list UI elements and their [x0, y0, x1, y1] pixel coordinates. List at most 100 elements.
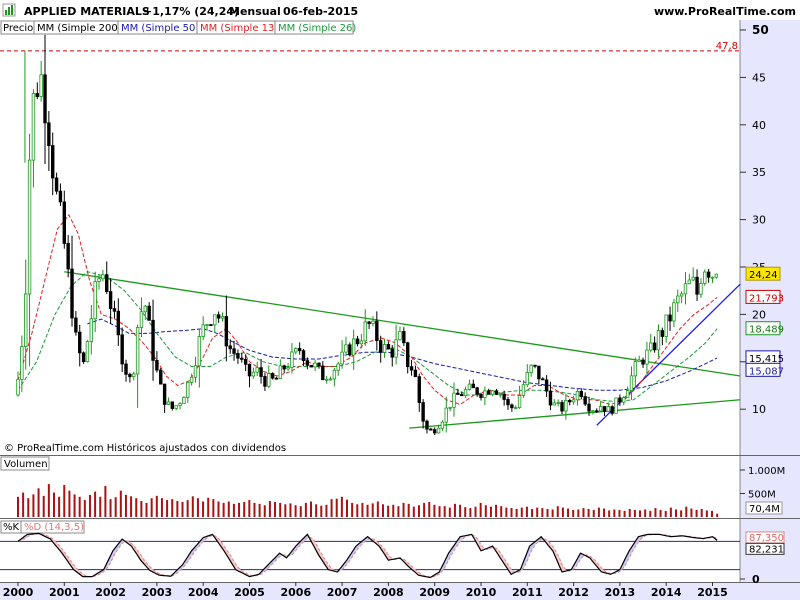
legend-ma26[interactable]: MM (Simple 26)	[278, 23, 356, 34]
candle-body	[521, 384, 526, 396]
price-tag-value: 18,489	[749, 325, 784, 336]
volume-bar	[561, 507, 564, 517]
stoch-k-label: %K	[3, 522, 20, 533]
stoch-fill	[559, 558, 563, 572]
volume-bar	[474, 506, 477, 517]
candle-body	[143, 305, 148, 313]
legend-ma50[interactable]: MM (Simple 50)	[121, 23, 199, 34]
candle-body	[475, 387, 479, 395]
candle-body	[548, 390, 553, 406]
stoch-fill	[219, 539, 222, 548]
volume-bar	[597, 507, 600, 517]
candle-body	[595, 410, 599, 413]
volume-bar	[710, 510, 713, 517]
volume-panel[interactable]	[0, 457, 740, 517]
stoch-fill	[110, 550, 113, 563]
stoch-fill	[346, 556, 350, 565]
candle-body	[47, 122, 51, 146]
candle-body	[583, 396, 587, 405]
price-tag-bg	[745, 321, 781, 336]
candle-body	[456, 392, 460, 395]
stoch-d-value: 87,350	[749, 533, 784, 544]
stoch-fill	[265, 564, 269, 571]
stoch-fill	[596, 562, 600, 570]
stoch-fill	[638, 536, 641, 542]
stoch-fill	[580, 553, 583, 560]
candle-body	[105, 274, 109, 292]
stoch-fill	[446, 553, 449, 565]
candle-body	[660, 330, 665, 337]
candle-body	[93, 281, 97, 320]
candle-body	[479, 393, 483, 398]
year-label: 2008	[373, 586, 404, 599]
volume-bar	[263, 505, 266, 517]
date-label: 06-feb-2015	[283, 5, 358, 18]
moving-averages	[17, 213, 718, 406]
volume-bar	[572, 509, 575, 517]
candle-body	[429, 428, 433, 431]
site-link[interactable]: www.ProRealTime.com	[654, 5, 796, 18]
volume-bar	[248, 500, 251, 517]
volume-bar	[310, 501, 313, 517]
candle-body	[151, 319, 155, 361]
stoch-fill	[578, 553, 581, 564]
legend-price[interactable]: Precio	[3, 23, 33, 34]
volume-bar	[232, 503, 235, 517]
stoch-fill	[527, 546, 530, 561]
candle-body	[579, 391, 584, 397]
price-panel[interactable]	[0, 20, 740, 454]
volume-bar	[664, 510, 667, 517]
volume-bar	[515, 509, 518, 517]
candle-body	[58, 190, 63, 203]
volume-bar	[412, 506, 415, 517]
stoch-fill	[68, 558, 72, 567]
candle-body	[471, 383, 475, 389]
year-label: 2007	[327, 586, 358, 599]
stoch-fill	[557, 554, 560, 567]
candle-body	[560, 402, 564, 412]
stoch-fill	[325, 560, 329, 570]
candle-body	[386, 344, 391, 350]
candle-body	[460, 394, 464, 397]
volume-bar	[32, 494, 35, 517]
stoch-fill	[136, 548, 139, 557]
volume-bar	[500, 506, 503, 517]
volume-bar	[407, 503, 410, 517]
volume-bar	[166, 500, 169, 517]
trendline-green	[409, 399, 741, 429]
candle-body	[710, 276, 715, 279]
header: APPLIED MATERIALS +1,17% (24,24) Mensual…	[2, 3, 796, 18]
legend-ma200[interactable]: MM (Simple 200)	[37, 23, 122, 34]
candle-body	[89, 318, 94, 342]
volume-bar	[366, 504, 369, 517]
legend-ma13[interactable]: MM (Simple 13)	[200, 23, 278, 34]
stoch-fill	[177, 567, 181, 573]
volume-bar	[556, 506, 559, 517]
volume-bar	[274, 501, 277, 517]
price-tick-label: 30	[752, 214, 766, 227]
candle-body	[656, 330, 661, 351]
stoch-fill	[450, 546, 454, 556]
volume-bar	[392, 504, 395, 517]
candle-body	[405, 342, 410, 368]
volume-bar	[320, 505, 323, 517]
candle-body	[97, 278, 101, 282]
stoch-fill	[631, 543, 634, 554]
year-label: 2004	[188, 586, 219, 599]
stoch-fill	[115, 544, 118, 554]
candle-body	[108, 291, 113, 310]
stoch-fill	[351, 549, 354, 559]
volume-bar	[582, 508, 585, 517]
ma50-line	[87, 318, 718, 391]
volume-bar	[99, 496, 102, 517]
year-label: 2010	[466, 586, 497, 599]
candle-body	[43, 74, 47, 124]
volume-bar	[587, 509, 590, 517]
candle-body	[39, 74, 43, 97]
candle-body	[255, 367, 259, 373]
stoch-fill	[548, 540, 551, 548]
stoch-k-line	[17, 532, 718, 579]
stoch-fill	[138, 551, 141, 561]
candle-body	[155, 359, 159, 371]
